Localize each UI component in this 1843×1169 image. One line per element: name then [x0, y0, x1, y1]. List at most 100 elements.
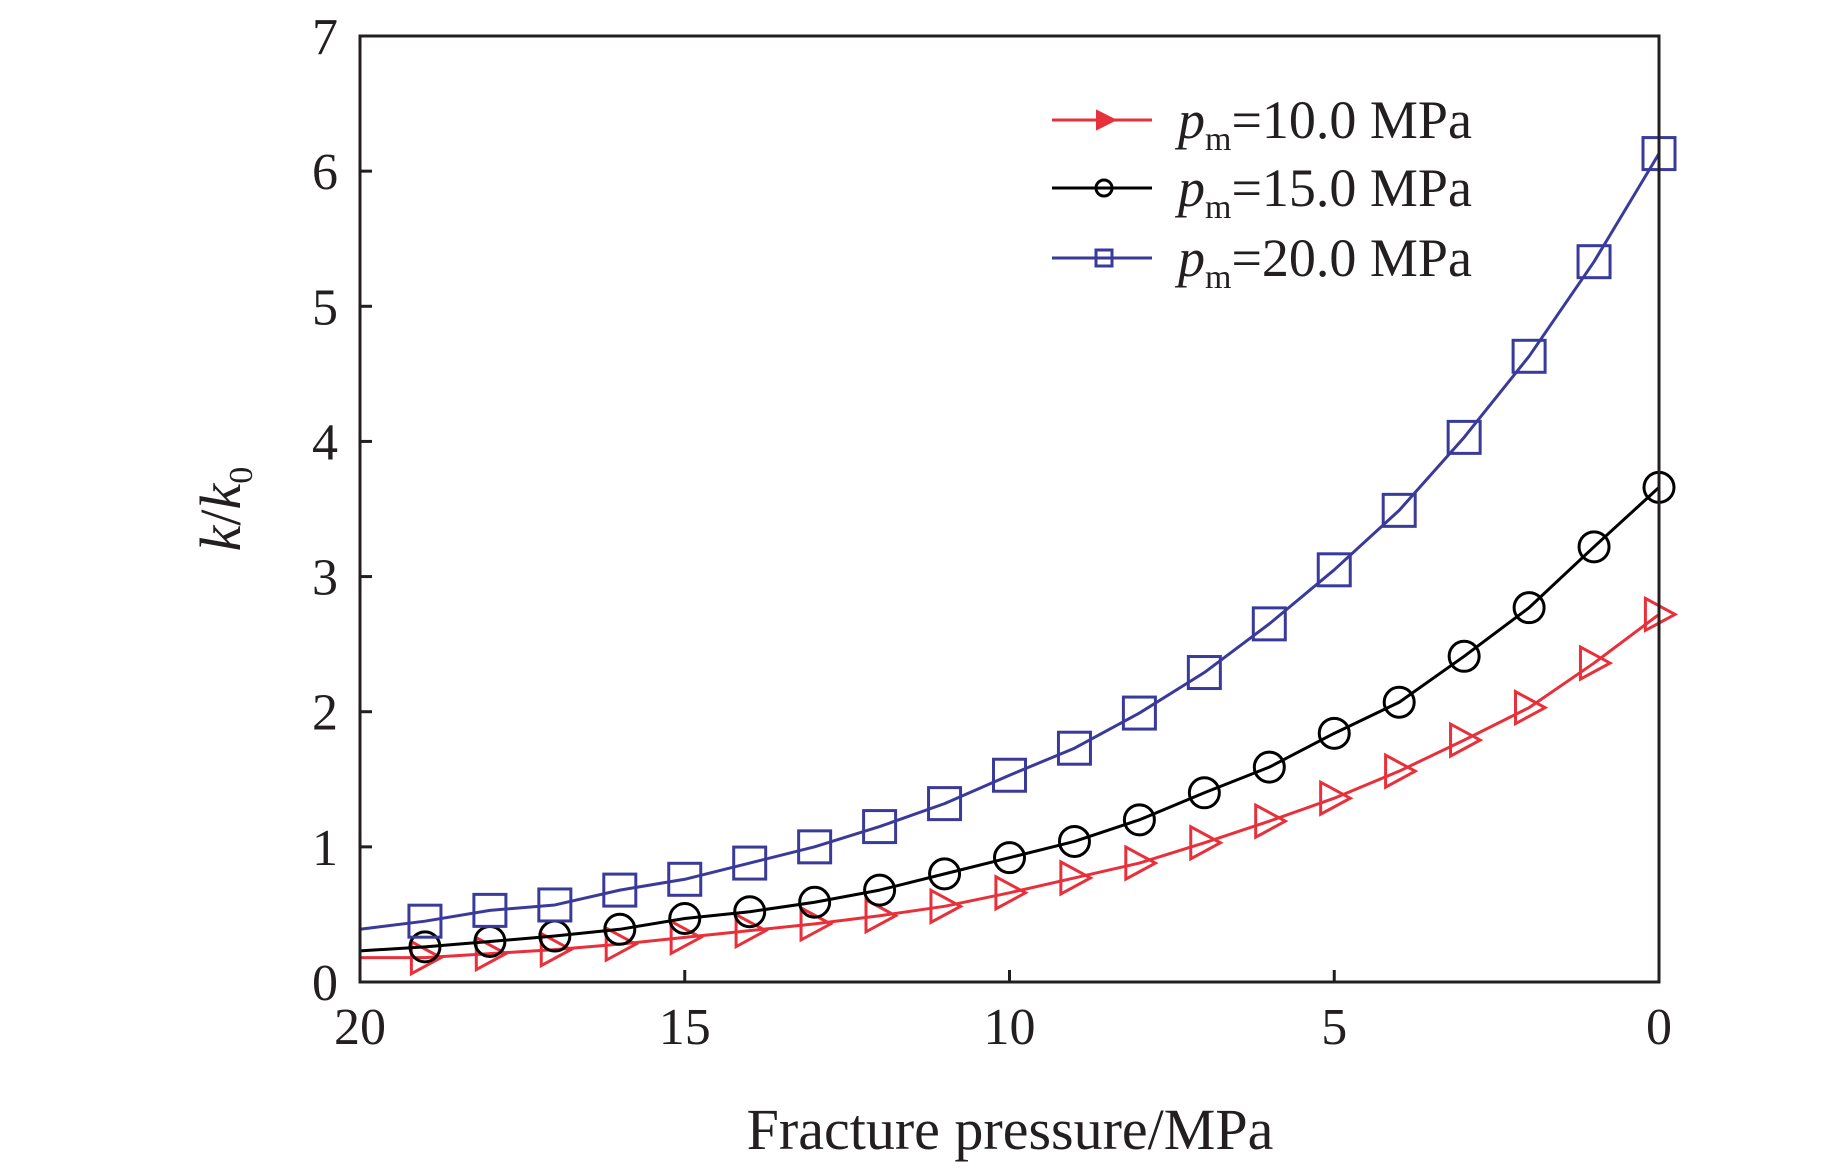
data-point	[1059, 859, 1094, 897]
data-point	[1577, 530, 1611, 564]
data-point	[1186, 655, 1222, 691]
data-point	[928, 857, 962, 891]
legend-p-series-1: p	[1174, 90, 1205, 150]
data-point	[862, 809, 898, 845]
data-point	[604, 925, 639, 963]
data-point	[408, 930, 442, 964]
y-tick-label: 2	[312, 685, 338, 742]
y-axis-title-slash: /	[188, 509, 253, 526]
x-tick-label: 15	[659, 999, 711, 1056]
legend-sub-series-2: m	[1205, 189, 1231, 226]
y-tick-label: 3	[312, 550, 338, 607]
data-point	[1057, 824, 1091, 858]
data-point	[409, 939, 445, 977]
series-line-3	[359, 152, 1661, 931]
data-point	[539, 931, 575, 969]
legend: pm=10.0 MPa pm=15.0 MPa pm=20.0 MPa	[1052, 90, 1472, 296]
x-axis-title: Fracture pressure/MPa	[747, 1097, 1274, 1162]
legend-value-series-2: =15.0 MPa	[1231, 158, 1472, 218]
data-point	[1578, 644, 1614, 682]
data-point	[732, 845, 768, 881]
data-point	[1382, 685, 1416, 719]
data-point	[929, 887, 964, 925]
legend-marker-series-3	[1094, 248, 1114, 268]
legend-p-series-2: p	[1174, 158, 1205, 218]
series-3	[359, 136, 1677, 939]
data-point	[1251, 606, 1287, 642]
legend-entry-series-1: pm=10.0 MPa	[1052, 90, 1472, 158]
y-tick-label: 4	[312, 414, 338, 471]
legend-value-series-3: =20.0 MPa	[1231, 228, 1472, 288]
data-point	[1056, 730, 1092, 766]
svg-text:k/k0: k/k0	[188, 467, 260, 552]
legend-marker-shape	[1094, 178, 1114, 198]
ticks-layer: 20 15 10 5 0 0 1 2 3 4 5 6 7	[312, 9, 1672, 1056]
y-tick-label: 0	[312, 955, 338, 1012]
data-point	[994, 874, 1029, 912]
series-layer	[359, 136, 1679, 977]
data-point	[667, 861, 703, 897]
data-point	[1384, 752, 1419, 790]
legend-marker-series-1	[1096, 109, 1118, 131]
x-tick-label: 0	[1646, 999, 1672, 1056]
data-point	[1189, 824, 1224, 862]
data-point	[1124, 844, 1159, 882]
data-point	[1447, 639, 1481, 673]
y-axis-title-k: k	[188, 524, 253, 551]
data-point	[798, 885, 832, 919]
data-point	[864, 897, 899, 935]
data-point	[1576, 244, 1612, 280]
y-tick-label: 1	[312, 820, 338, 877]
data-point	[1187, 776, 1221, 810]
y-axis-title: k/k0	[188, 467, 260, 552]
data-point	[602, 872, 638, 908]
data-point	[1514, 689, 1549, 727]
data-point	[1449, 721, 1484, 759]
data-point	[734, 912, 769, 950]
legend-entry-series-3: pm=20.0 MPa	[1052, 228, 1472, 296]
data-point	[474, 935, 510, 973]
data-point	[407, 903, 443, 939]
data-point	[1121, 695, 1157, 731]
data-point	[669, 918, 704, 956]
legend-label-series-1: pm=10.0 MPa	[1174, 90, 1472, 158]
legend-entry-series-2: pm=15.0 MPa	[1052, 158, 1472, 226]
y-tick-label: 5	[312, 279, 338, 336]
series-line-2	[359, 486, 1661, 953]
data-point	[1122, 803, 1156, 837]
y-tick-label: 6	[312, 144, 338, 201]
data-point	[1512, 591, 1546, 625]
x-tick-label: 20	[334, 999, 386, 1056]
legend-sub-series-3: m	[1205, 259, 1231, 296]
data-point	[927, 786, 963, 822]
data-point	[733, 895, 767, 929]
legend-label-series-2: pm=15.0 MPa	[1174, 158, 1472, 226]
legend-value-series-1: =10.0 MPa	[1231, 90, 1472, 150]
legend-marker-shape	[1094, 248, 1114, 268]
data-point	[1252, 750, 1286, 784]
x-tick-label: 5	[1321, 999, 1347, 1056]
series-2	[359, 470, 1676, 964]
data-point	[1446, 419, 1482, 455]
data-point	[993, 841, 1026, 875]
data-point	[668, 901, 702, 935]
data-point	[472, 892, 508, 928]
y-axis-title-sub: 0	[223, 467, 260, 484]
data-point	[797, 829, 833, 865]
data-point	[863, 873, 897, 907]
y-tick-label: 7	[312, 9, 338, 66]
data-point	[1511, 338, 1547, 374]
data-point	[603, 912, 637, 946]
data-point	[537, 887, 573, 923]
legend-label-series-3: pm=20.0 MPa	[1174, 228, 1472, 296]
data-point	[1316, 552, 1352, 588]
legend-marker-series-2	[1094, 178, 1114, 198]
legend-marker-shape	[1096, 109, 1118, 131]
data-point	[1381, 492, 1417, 528]
data-point	[992, 757, 1027, 793]
data-point	[1319, 779, 1354, 817]
x-tick-label: 10	[984, 999, 1036, 1056]
series-1	[360, 595, 1679, 977]
data-point	[1317, 716, 1351, 750]
